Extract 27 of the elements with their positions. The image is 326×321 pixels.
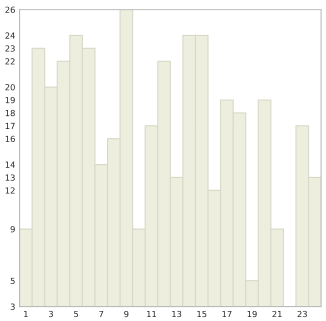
x-tick-label: 13 bbox=[172, 310, 182, 318]
y-tick-label: 5 bbox=[10, 278, 15, 284]
y-tick-label: 13 bbox=[6, 174, 15, 181]
y-tick-label: 22 bbox=[5, 58, 15, 64]
y-tick-label: 17 bbox=[6, 122, 15, 129]
x-tick-label: 15 bbox=[197, 310, 206, 318]
x-tick-label: 7 bbox=[99, 310, 104, 318]
y-tick-label: 23 bbox=[5, 45, 15, 52]
y-tick-label: 12 bbox=[6, 187, 15, 194]
x-tick-label: 17 bbox=[222, 310, 232, 318]
y-tick-label: 20 bbox=[5, 84, 15, 90]
x-tick-label: 23 bbox=[298, 310, 307, 318]
x-tick-label: 1 bbox=[24, 310, 28, 318]
y-tick-label: 9 bbox=[10, 226, 15, 232]
y-tick-label: 19 bbox=[6, 96, 15, 104]
y-tick-label: 16 bbox=[6, 136, 15, 142]
y-tick-label: 14 bbox=[6, 162, 15, 168]
x-tick-label: 19 bbox=[248, 310, 257, 318]
x-tick-label: 3 bbox=[48, 310, 53, 318]
x-tick-label: 9 bbox=[124, 310, 128, 318]
x-tick-label: 11 bbox=[147, 310, 156, 318]
x-tick-label: 21 bbox=[272, 310, 282, 318]
y-tick-label: 3 bbox=[10, 304, 15, 310]
x-tick-label: 5 bbox=[74, 310, 78, 318]
y-tick-label: 24 bbox=[5, 32, 15, 39]
y-tick-label: 18 bbox=[6, 110, 15, 116]
y-tick-label: 26 bbox=[5, 6, 15, 13]
